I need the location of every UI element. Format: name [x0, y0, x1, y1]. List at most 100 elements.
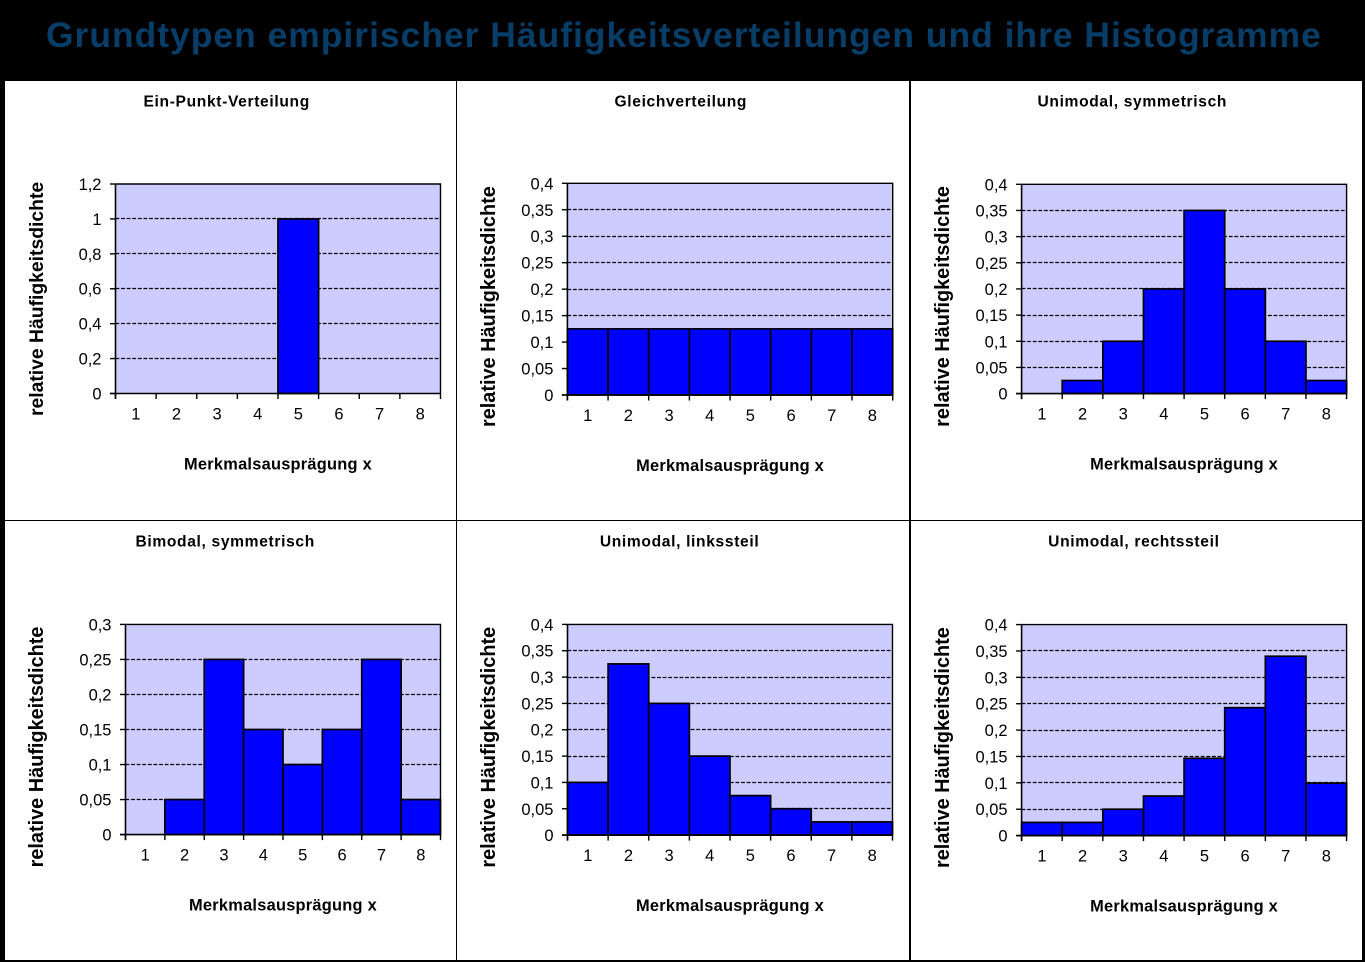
svg-text:2: 2 — [172, 405, 181, 423]
svg-text:0,35: 0,35 — [521, 643, 553, 661]
svg-text:Bimodal, symmetrisch: Bimodal, symmetrisch — [135, 534, 314, 551]
svg-text:4: 4 — [705, 847, 714, 865]
svg-text:3: 3 — [212, 405, 221, 423]
svg-text:0,4: 0,4 — [984, 176, 1007, 194]
svg-text:6: 6 — [337, 847, 346, 865]
svg-text:8: 8 — [868, 407, 877, 425]
svg-text:3: 3 — [665, 847, 674, 865]
svg-text:1: 1 — [131, 405, 140, 423]
svg-text:4: 4 — [259, 847, 268, 865]
svg-text:0,15: 0,15 — [521, 308, 553, 326]
svg-text:5: 5 — [1199, 848, 1208, 866]
svg-text:3: 3 — [1118, 406, 1127, 424]
svg-text:0,3: 0,3 — [984, 229, 1007, 247]
svg-text:Unimodal, rechtssteil: Unimodal, rechtssteil — [1048, 534, 1219, 551]
svg-text:0,35: 0,35 — [521, 202, 553, 220]
svg-text:7: 7 — [827, 407, 836, 425]
svg-text:Merkmalsausprägung x: Merkmalsausprägung x — [636, 457, 824, 475]
svg-text:Gleichverteilung: Gleichverteilung — [615, 94, 748, 111]
svg-text:0,6: 0,6 — [79, 281, 102, 299]
svg-text:4: 4 — [1159, 406, 1168, 424]
svg-text:4: 4 — [1159, 848, 1168, 866]
svg-text:0,1: 0,1 — [531, 774, 554, 792]
svg-text:Ein-Punkt-Verteilung: Ein-Punkt-Verteilung — [143, 94, 309, 111]
svg-text:0,05: 0,05 — [975, 801, 1007, 819]
svg-text:0,2: 0,2 — [79, 351, 102, 369]
svg-text:relative Häufigkeitsdichte: relative Häufigkeitsdichte — [478, 186, 500, 427]
svg-text:0,25: 0,25 — [79, 651, 111, 669]
svg-text:0,15: 0,15 — [521, 748, 553, 766]
svg-text:0,4: 0,4 — [79, 316, 102, 334]
svg-text:0,05: 0,05 — [521, 361, 553, 379]
svg-text:0: 0 — [998, 386, 1007, 404]
svg-text:7: 7 — [1281, 848, 1290, 866]
svg-text:1: 1 — [583, 407, 592, 425]
svg-text:0,35: 0,35 — [975, 202, 1007, 220]
svg-text:0,15: 0,15 — [79, 722, 111, 740]
svg-text:3: 3 — [665, 407, 674, 425]
svg-text:0,4: 0,4 — [984, 617, 1007, 635]
svg-text:2: 2 — [180, 847, 189, 865]
svg-text:6: 6 — [786, 847, 795, 865]
svg-text:8: 8 — [1321, 406, 1330, 424]
svg-text:4: 4 — [253, 405, 262, 423]
svg-text:6: 6 — [334, 405, 343, 423]
svg-text:0: 0 — [544, 827, 553, 845]
svg-text:0,35: 0,35 — [975, 643, 1007, 661]
svg-text:0,1: 0,1 — [89, 757, 112, 775]
svg-text:5: 5 — [298, 847, 307, 865]
svg-text:8: 8 — [416, 847, 425, 865]
svg-text:5: 5 — [294, 405, 303, 423]
svg-text:5: 5 — [746, 847, 755, 865]
svg-text:Merkmalsausprägung x: Merkmalsausprägung x — [636, 897, 824, 915]
svg-text:relative Häufigkeitsdichte: relative Häufigkeitsdichte — [932, 186, 954, 427]
svg-text:0: 0 — [544, 387, 553, 405]
svg-text:0,3: 0,3 — [531, 228, 554, 246]
svg-text:6: 6 — [1240, 848, 1249, 866]
svg-text:0,2: 0,2 — [531, 281, 554, 299]
svg-text:5: 5 — [1199, 406, 1208, 424]
svg-text:0,25: 0,25 — [975, 255, 1007, 273]
svg-text:0,25: 0,25 — [521, 695, 553, 713]
svg-text:0,2: 0,2 — [531, 722, 554, 740]
svg-text:3: 3 — [1118, 848, 1127, 866]
svg-text:6: 6 — [1240, 406, 1249, 424]
svg-text:7: 7 — [827, 847, 836, 865]
svg-text:0,3: 0,3 — [89, 616, 112, 634]
svg-text:5: 5 — [746, 407, 755, 425]
svg-text:0,3: 0,3 — [531, 669, 554, 687]
svg-text:1: 1 — [1037, 848, 1046, 866]
svg-text:2: 2 — [1078, 848, 1087, 866]
svg-text:0,1: 0,1 — [531, 334, 554, 352]
svg-text:0,15: 0,15 — [975, 307, 1007, 325]
svg-text:0: 0 — [102, 827, 111, 845]
svg-text:2: 2 — [1078, 406, 1087, 424]
svg-text:relative Häufigkeitsdichte: relative Häufigkeitsdichte — [26, 627, 48, 868]
svg-text:0,05: 0,05 — [521, 801, 553, 819]
svg-text:0,25: 0,25 — [975, 696, 1007, 714]
svg-text:0,05: 0,05 — [79, 792, 111, 810]
svg-text:0,3: 0,3 — [984, 669, 1007, 687]
svg-text:Unimodal, linkssteil: Unimodal, linkssteil — [600, 534, 760, 551]
svg-text:4: 4 — [705, 407, 714, 425]
svg-text:7: 7 — [1281, 406, 1290, 424]
svg-text:Merkmalsausprägung x: Merkmalsausprägung x — [1090, 898, 1278, 916]
svg-text:7: 7 — [377, 847, 386, 865]
svg-text:0,4: 0,4 — [531, 175, 554, 193]
svg-text:0,15: 0,15 — [975, 748, 1007, 766]
svg-text:Merkmalsausprägung x: Merkmalsausprägung x — [1090, 456, 1278, 474]
svg-text:relative Häufigkeitsdichte: relative Häufigkeitsdichte — [932, 627, 954, 868]
svg-text:1: 1 — [92, 211, 101, 229]
svg-text:1,2: 1,2 — [79, 176, 102, 194]
svg-text:0,2: 0,2 — [984, 722, 1007, 740]
svg-text:Merkmalsausprägung x: Merkmalsausprägung x — [184, 455, 372, 473]
svg-text:1: 1 — [583, 847, 592, 865]
svg-text:2: 2 — [624, 407, 633, 425]
svg-text:0: 0 — [92, 385, 101, 403]
svg-text:relative Häufigkeitsdichte: relative Häufigkeitsdichte — [26, 182, 48, 416]
svg-text:0,8: 0,8 — [79, 246, 102, 264]
svg-text:0: 0 — [998, 828, 1007, 846]
svg-text:6: 6 — [787, 407, 796, 425]
svg-text:0,4: 0,4 — [531, 616, 554, 634]
svg-text:0,1: 0,1 — [984, 775, 1007, 793]
